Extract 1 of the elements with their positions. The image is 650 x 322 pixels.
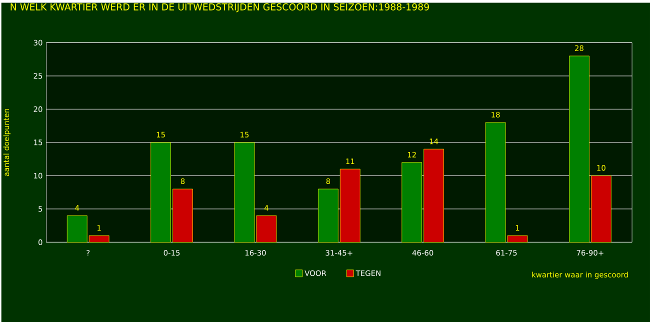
chart-title: N WELK KWARTIER WERD ER IN DE UITWEDSTRIJDEN GESCOORD IN SEIZOEN:1988-1989 [10, 3, 429, 12]
